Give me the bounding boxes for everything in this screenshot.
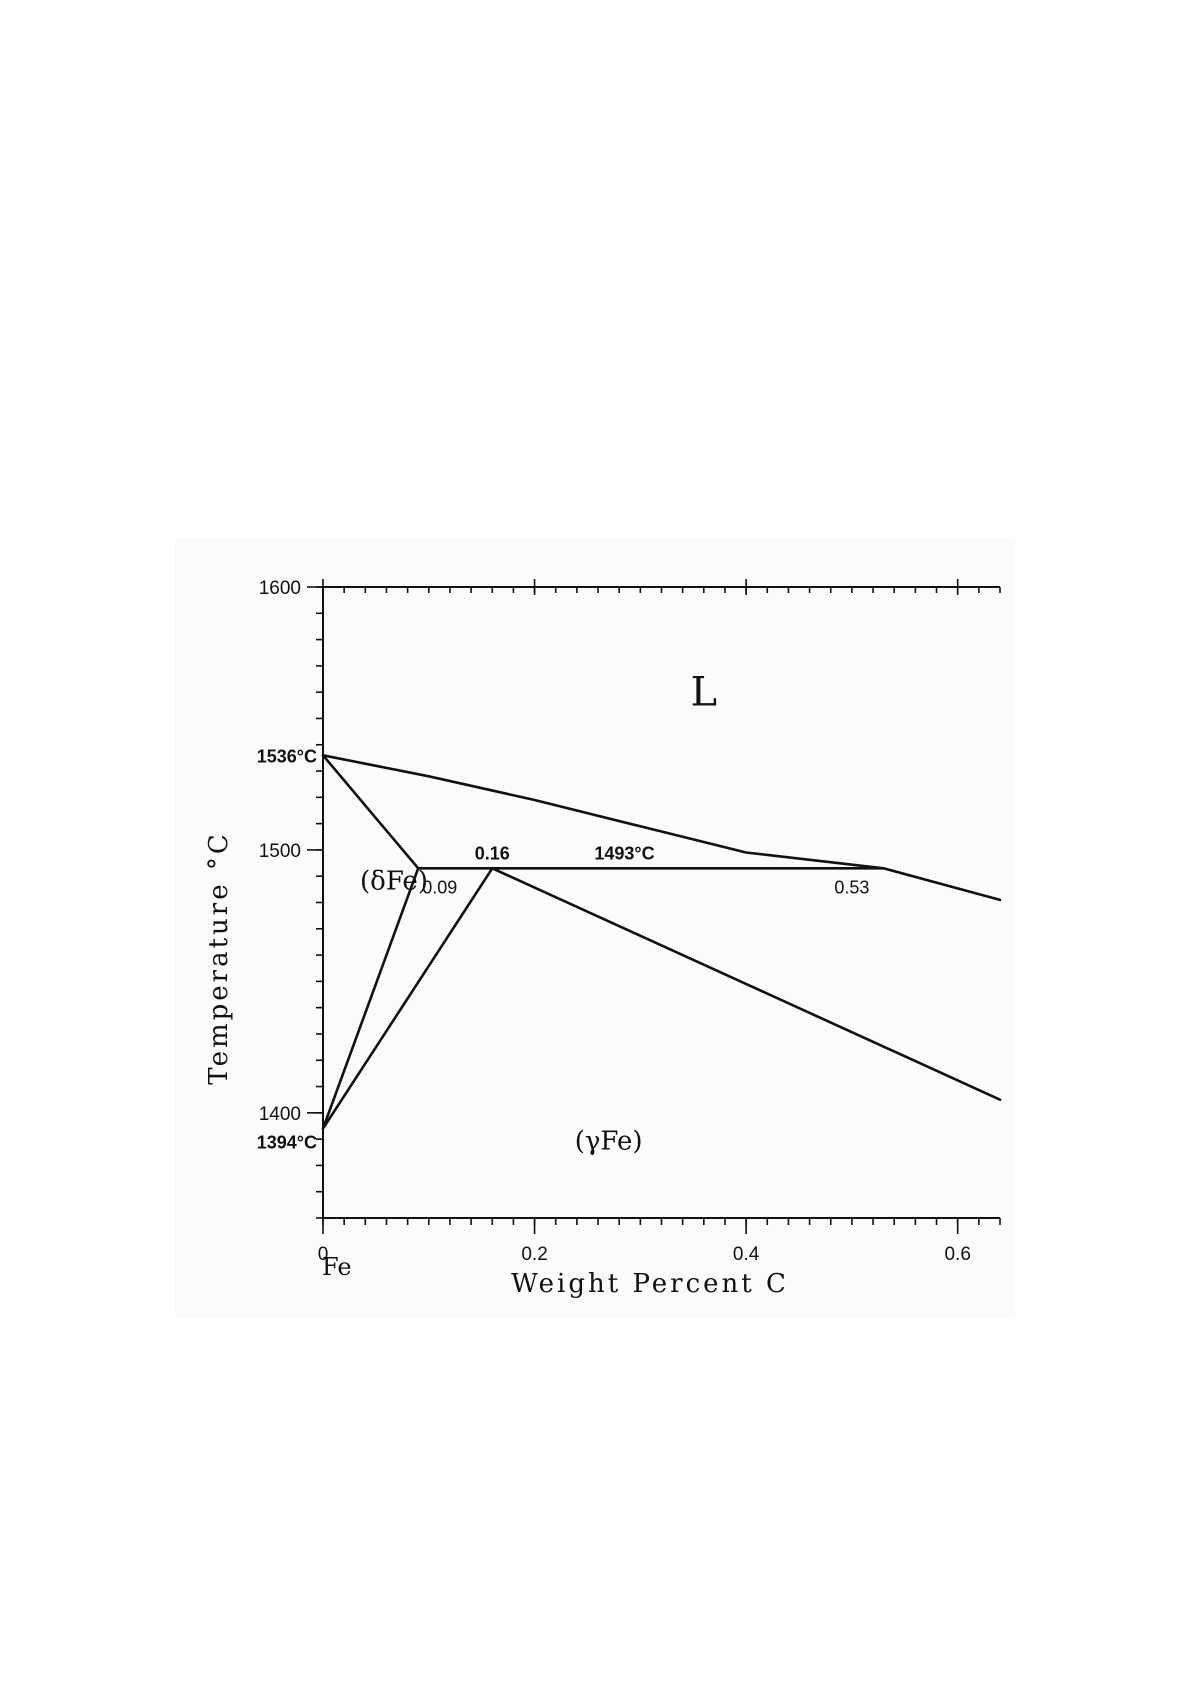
y-tick-label: 1600: [259, 578, 301, 599]
x-axis-title: Weight Percent C: [511, 1269, 789, 1299]
point-annotation: 1394°C: [257, 1133, 317, 1153]
point-annotation: 1536°C: [257, 746, 317, 766]
phase-label: (γFe): [575, 1127, 643, 1157]
fe-component-label: Fe: [322, 1253, 352, 1281]
y-tick-label: 1400: [259, 1104, 301, 1125]
boundary-gamma_solvus: [321, 867, 494, 1130]
major-ticks: [307, 579, 959, 1234]
point-annotation: 0.09: [422, 877, 457, 897]
boundary-delta_solvus: [321, 867, 420, 1130]
x-tick-label: 0.4: [733, 1244, 760, 1265]
tick-labels: 1400 1500 1600 0 0.2 0.4 0.6: [259, 578, 971, 1265]
y-tick-label: 1500: [259, 841, 301, 862]
phase-label: L: [691, 669, 718, 715]
plot-background: [175, 538, 1015, 1318]
boundary-gamma_solidus: [491, 867, 1002, 1101]
y-axis-title: Temperature °C: [204, 831, 234, 1085]
point-annotation: 0.16: [475, 843, 510, 863]
boundary-delta_liquidus: [321, 754, 420, 870]
annotations: 1536°C 1394°C 0.09 0.16 1493°C 0.53: [257, 746, 870, 1152]
phase-boundaries: [321, 754, 1002, 1130]
minor-ticks: [316, 586, 1001, 1225]
x-tick-label: 0.6: [944, 1244, 970, 1265]
x-tick-label: 0.2: [521, 1244, 547, 1265]
phase-label: (δFe): [360, 866, 428, 896]
point-annotation: 1493°C: [594, 843, 654, 863]
x-tick-label: 0: [318, 1244, 329, 1265]
phase-labels: L (δFe) (γFe): [360, 669, 717, 1156]
point-annotation: 0.53: [834, 877, 869, 897]
